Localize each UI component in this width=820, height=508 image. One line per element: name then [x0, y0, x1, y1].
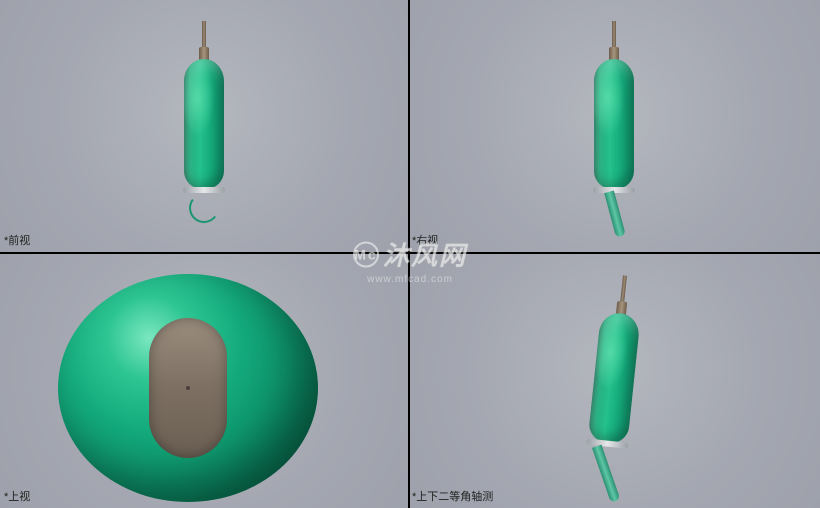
view-canvas-iso: [408, 252, 820, 508]
cad-viewport: *前视 *右视 *上视: [0, 0, 820, 508]
view-canvas-top: [0, 252, 408, 508]
divider-horizontal: [0, 252, 820, 254]
divider-vertical: [408, 0, 410, 508]
view-canvas-right: [408, 0, 820, 252]
view-pane-iso[interactable]: *上下二等角轴测: [408, 252, 820, 508]
view-pane-top[interactable]: *上视: [0, 252, 408, 508]
view-pane-right[interactable]: *右视: [408, 0, 820, 252]
view-canvas-front: [0, 0, 408, 252]
view-pane-front[interactable]: *前视: [0, 0, 408, 252]
